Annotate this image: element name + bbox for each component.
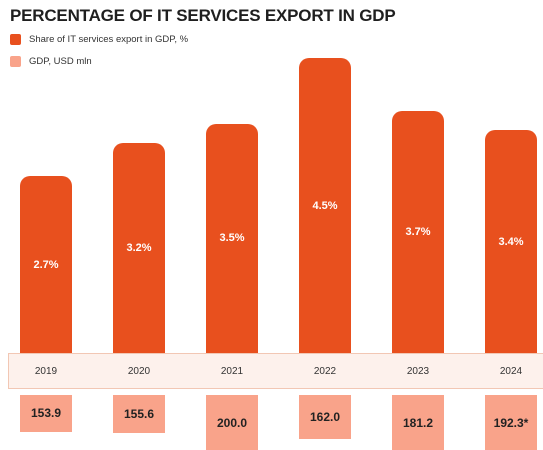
legend-item-share: Share of IT services export in GDP, % bbox=[10, 34, 188, 45]
year-label-2021: 2021 bbox=[220, 366, 244, 377]
bar-2024: 3.4% bbox=[485, 130, 537, 353]
legend-swatch-share bbox=[10, 34, 21, 45]
bar-value-label: 3.2% bbox=[126, 242, 152, 255]
bar-2020: 3.2% bbox=[113, 143, 165, 353]
chart-title: PERCENTAGE OF IT SERVICES EXPORT IN GDP bbox=[10, 6, 396, 25]
bar-2021: 3.5% bbox=[206, 123, 258, 353]
year-label-2023: 2023 bbox=[406, 366, 430, 377]
bar-value-label: 3.5% bbox=[219, 232, 245, 245]
bar-value-label: 3.7% bbox=[405, 225, 431, 238]
year-label-2024: 2024 bbox=[499, 366, 523, 377]
year-axis-band bbox=[8, 353, 543, 389]
legend-swatch-gdp bbox=[10, 56, 21, 67]
gdp-box-2022: 162.0 bbox=[299, 395, 351, 439]
bar-value-label: 2.7% bbox=[33, 258, 59, 271]
legend-item-gdp: GDP, USD mln bbox=[10, 56, 92, 67]
gdp-box-2019: 153.9 bbox=[20, 395, 72, 432]
year-label-2022: 2022 bbox=[313, 366, 337, 377]
gdp-box-2021: 200.0 bbox=[206, 395, 258, 450]
gdp-box-2024: 192.3* bbox=[485, 395, 537, 450]
bar-value-label: 3.4% bbox=[498, 235, 524, 248]
gdp-box-2023: 181.2 bbox=[392, 395, 444, 450]
bar-2022: 4.5% bbox=[299, 58, 351, 353]
year-label-2019: 2019 bbox=[34, 366, 58, 377]
bar-value-label: 4.5% bbox=[312, 199, 338, 212]
gdp-box-2020: 155.6 bbox=[113, 395, 165, 434]
bar-2023: 3.7% bbox=[392, 110, 444, 353]
legend-label-gdp: GDP, USD mln bbox=[29, 56, 92, 67]
year-label-2020: 2020 bbox=[127, 366, 151, 377]
legend-label-share: Share of IT services export in GDP, % bbox=[29, 34, 189, 45]
bar-2019: 2.7% bbox=[20, 176, 72, 353]
